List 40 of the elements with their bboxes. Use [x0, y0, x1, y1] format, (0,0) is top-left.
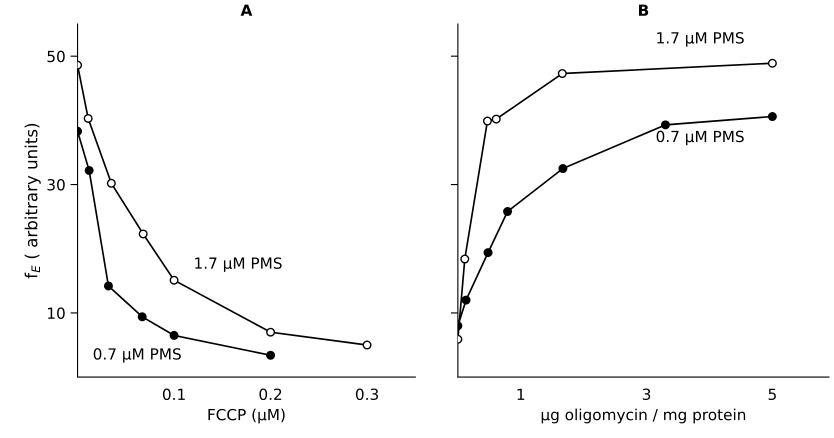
series-label: 1.7 µM PMS: [195, 257, 282, 272]
chart-title: A: [240, 4, 252, 16]
point: [138, 229, 148, 238]
point: [482, 116, 492, 126]
point: [104, 281, 113, 290]
point: [503, 207, 512, 216]
point: [768, 112, 777, 122]
point: [558, 164, 568, 174]
x-axis-title: µg oligomycin / mg protein: [542, 408, 746, 424]
point: [484, 248, 493, 258]
y-tick-label: 50: [47, 50, 65, 62]
point: [170, 330, 179, 340]
point: [266, 350, 276, 360]
point: [84, 114, 93, 123]
point: [558, 69, 567, 78]
point: [84, 166, 94, 175]
point: [660, 120, 670, 130]
point: [138, 312, 147, 322]
y-tick-label: 10: [48, 307, 65, 319]
series-label: 0.7 µM PMS: [94, 348, 181, 363]
series-label: 1.7 µM PMS: [657, 32, 744, 47]
chart-title: B: [639, 4, 648, 16]
series-label: 0.7 µM PMS: [656, 130, 744, 146]
x-tick-label: 0.3: [356, 388, 378, 400]
point: [460, 254, 470, 264]
x-tick-label: 3: [642, 388, 650, 400]
x-tick-label: 1: [518, 388, 524, 400]
x-tick-label: 0.1: [162, 388, 185, 400]
x-tick-label: 5: [768, 388, 776, 400]
point: [170, 276, 179, 285]
point: [768, 58, 777, 68]
x-axis-title: FCCP (µM): [208, 408, 285, 424]
y-axis-title: f$_{E}$ ( arbitrary units): [24, 124, 41, 278]
point: [362, 340, 372, 350]
point: [106, 178, 116, 188]
y-tick-label: 30: [47, 179, 65, 191]
point: [492, 114, 501, 124]
point: [266, 328, 276, 337]
x-tick-label: 0.2: [259, 388, 282, 400]
point: [462, 296, 471, 305]
